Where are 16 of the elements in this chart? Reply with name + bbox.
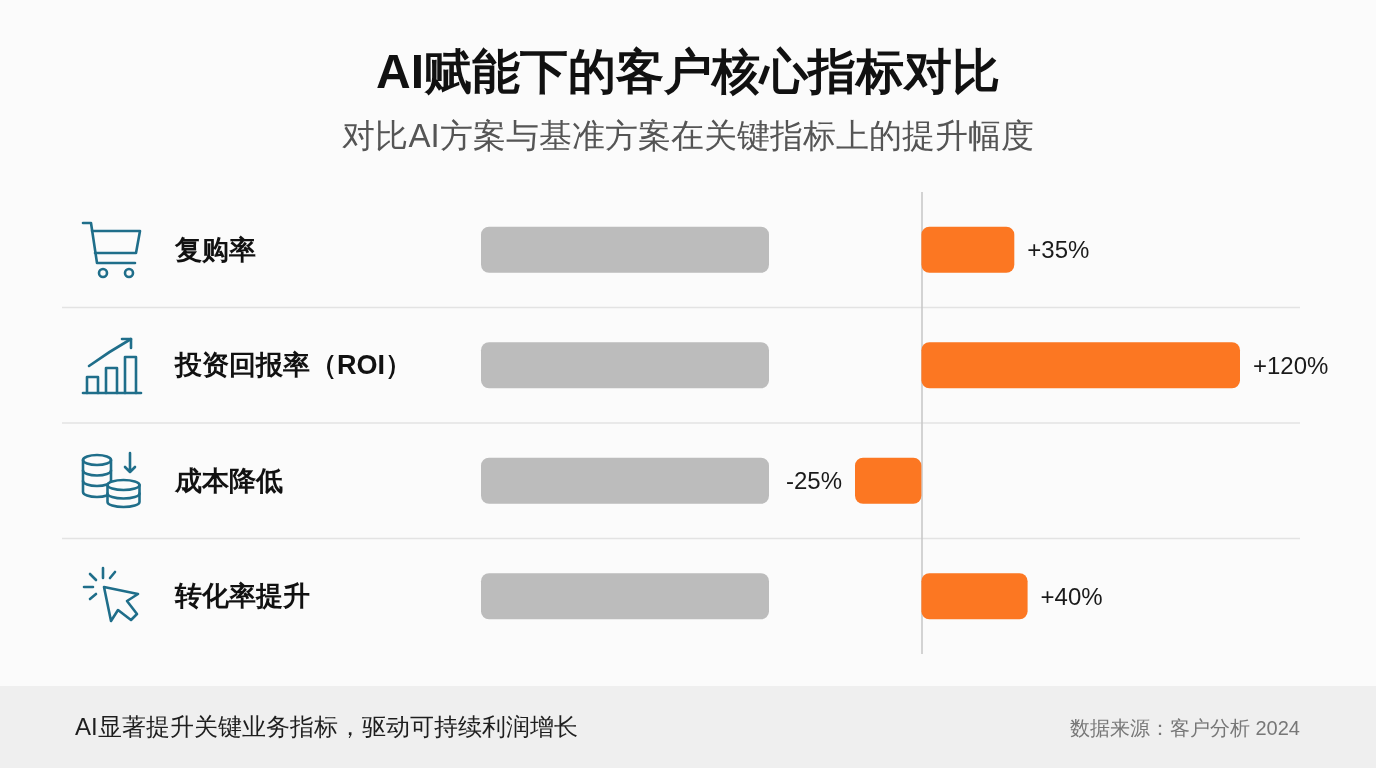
data-label: +40% <box>1040 582 1103 610</box>
bar <box>921 226 1015 273</box>
data-label: -25% <box>785 467 842 495</box>
y-tick-label: 投资回报率（ROI） <box>174 350 413 381</box>
bar <box>921 573 1028 620</box>
data-label: +120% <box>1253 351 1329 379</box>
y-tick-label: 转化率提升 <box>174 581 310 612</box>
data-label: +35% <box>1027 236 1090 264</box>
chart-subtitle: 对比AI方案与基准方案在关键指标上的提升幅度 <box>341 116 1035 156</box>
y-tick-label: 复购率 <box>174 234 256 265</box>
bar <box>921 342 1240 389</box>
source-note: 数据来源：客户分析 2024 <box>1069 716 1300 741</box>
chart-title: AI赋能下的客户核心指标对比 <box>375 44 1001 100</box>
bar <box>855 457 922 504</box>
y-tick-label: 成本降低 <box>174 465 283 496</box>
text: AI显著提升关键业务指标，驱动可持续利润增长 <box>75 712 578 742</box>
